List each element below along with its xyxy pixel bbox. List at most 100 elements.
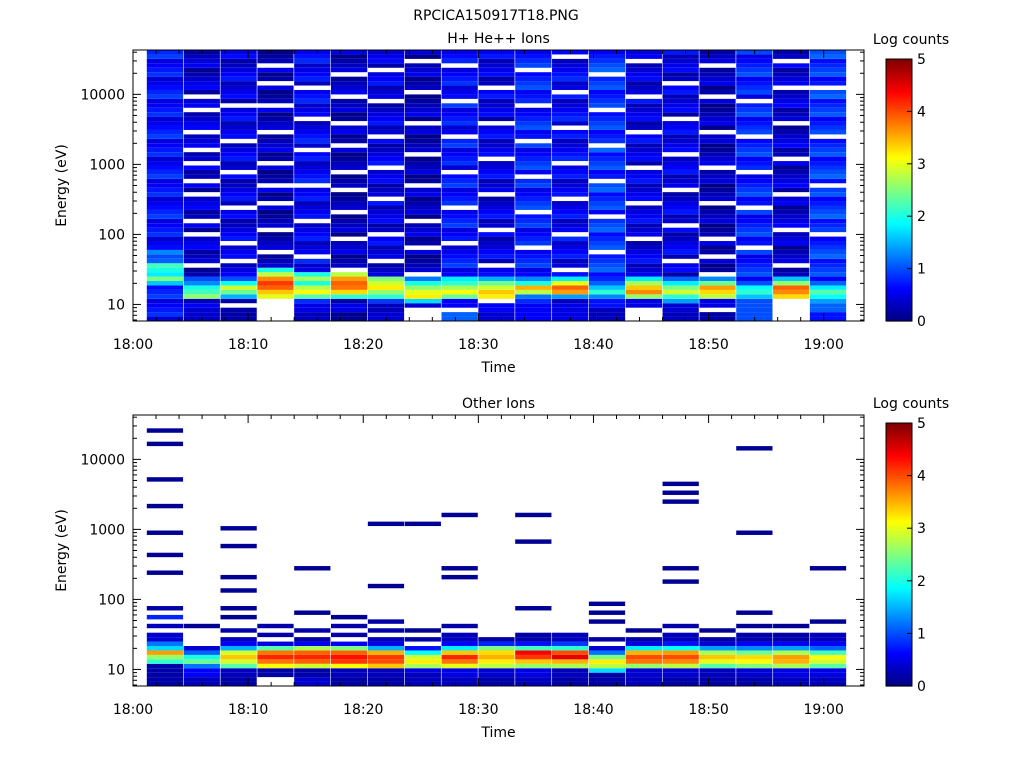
colorbar-segment xyxy=(886,441,912,445)
colorbar-segment xyxy=(886,298,912,302)
heatmap-cell xyxy=(257,672,294,678)
heatmap-cell xyxy=(588,58,626,64)
heatmap-cell xyxy=(183,67,220,73)
heatmap-cell xyxy=(294,161,331,166)
heatmap-cell xyxy=(404,129,441,135)
heatmap-cell xyxy=(294,169,331,175)
heatmap-cell xyxy=(146,205,184,210)
heatmap-cell xyxy=(404,85,441,90)
heatmap-cell xyxy=(331,50,368,55)
heatmap-cell xyxy=(552,276,589,282)
heatmap-cell xyxy=(515,178,552,184)
colorbar-segment xyxy=(886,85,912,89)
heatmap-cell xyxy=(588,112,626,117)
heatmap-cell xyxy=(773,89,810,95)
colorbar-segment xyxy=(886,663,912,667)
heatmap-cell xyxy=(478,205,515,210)
heatmap-cell xyxy=(441,143,478,148)
time-column-18:42 xyxy=(625,50,662,308)
heatmap-cell xyxy=(588,201,626,206)
heatmap-cell xyxy=(183,121,220,126)
colorbar-segment xyxy=(886,634,912,638)
colorbar-segment xyxy=(886,97,912,101)
heatmap-cell xyxy=(809,152,847,157)
heatmap-cell xyxy=(625,637,662,642)
heatmap-cell xyxy=(220,67,257,73)
heatmap-cell xyxy=(809,254,847,259)
heatmap-cell xyxy=(441,677,478,682)
colorbar-segment xyxy=(886,630,912,634)
heatmap-cell xyxy=(736,85,773,90)
heatmap-cell xyxy=(146,316,184,321)
heatmap-cell xyxy=(331,285,368,290)
heatmap-cell xyxy=(331,232,368,237)
colorbar-segment xyxy=(886,140,912,144)
heatmap-cell xyxy=(736,125,773,130)
heatmap-cell xyxy=(220,654,257,660)
heatmap-cell xyxy=(773,169,810,175)
heatmap-cell xyxy=(441,129,478,135)
heatmap-cell xyxy=(331,192,368,197)
heatmap-cell xyxy=(478,178,515,184)
colorbar-segment xyxy=(886,114,912,117)
colorbar-segment xyxy=(886,159,912,162)
heatmap-cell xyxy=(588,650,626,655)
heatmap-cell xyxy=(515,134,552,139)
heatmap-cell xyxy=(515,637,552,642)
heatmap-cell xyxy=(809,196,847,202)
heatmap-cell xyxy=(146,477,184,482)
heatmap-cell xyxy=(478,54,515,59)
heatmap-cell xyxy=(736,112,773,117)
colorbar-segment xyxy=(886,243,912,246)
time-column-18:10 xyxy=(257,50,294,299)
heatmap-cell xyxy=(588,129,626,135)
heatmap-cell xyxy=(515,650,552,655)
colorbar-segment xyxy=(886,542,912,545)
heatmap-cell xyxy=(773,209,810,215)
heatmap-cell xyxy=(552,134,589,139)
heatmap-cell xyxy=(367,174,405,179)
heatmap-cell xyxy=(662,143,699,148)
heatmap-cell xyxy=(736,165,773,170)
heatmap-cell xyxy=(294,94,331,99)
colorbar-segment xyxy=(886,552,912,556)
heatmap-cell xyxy=(331,614,368,620)
time-column-18:46 xyxy=(662,481,699,686)
heatmap-cell xyxy=(294,187,331,193)
heatmap-cell xyxy=(699,183,736,188)
heatmap-cell xyxy=(736,174,773,179)
colorbar-segment xyxy=(886,575,912,578)
heatmap-cell xyxy=(736,138,773,144)
heatmap-cell xyxy=(367,285,405,290)
heatmap-cell xyxy=(588,236,626,242)
heatmap-cell xyxy=(736,143,773,148)
heatmap-cell xyxy=(441,512,478,518)
heatmap-cell xyxy=(257,196,294,202)
heatmap-cell xyxy=(404,187,441,193)
heatmap-cell xyxy=(625,227,662,233)
colorbar-segment xyxy=(886,661,912,664)
colorbar-segment xyxy=(886,457,912,461)
heatmap-cell xyxy=(773,214,810,219)
heatmap-cell xyxy=(478,232,515,237)
heatmap-cell xyxy=(515,303,552,308)
heatmap-cell xyxy=(662,641,699,647)
heatmap-cell xyxy=(515,58,552,64)
x-tick-label: 18:20 xyxy=(343,337,383,353)
heatmap-cell xyxy=(146,214,184,219)
colorbar-segment xyxy=(886,599,912,603)
heatmap-cell xyxy=(367,241,405,246)
heatmap-cell xyxy=(367,161,405,166)
heatmap-cell xyxy=(294,566,331,571)
heatmap-cell xyxy=(146,646,184,651)
heatmap-cell xyxy=(552,289,589,295)
heatmap-cell xyxy=(736,201,773,206)
colorbar-segment xyxy=(886,558,912,562)
heatmap-cell xyxy=(773,236,810,242)
heatmap-cell xyxy=(478,289,515,295)
heatmap-cell xyxy=(809,650,847,655)
heatmap-cell xyxy=(441,632,478,638)
heatmap-cell xyxy=(146,298,184,304)
